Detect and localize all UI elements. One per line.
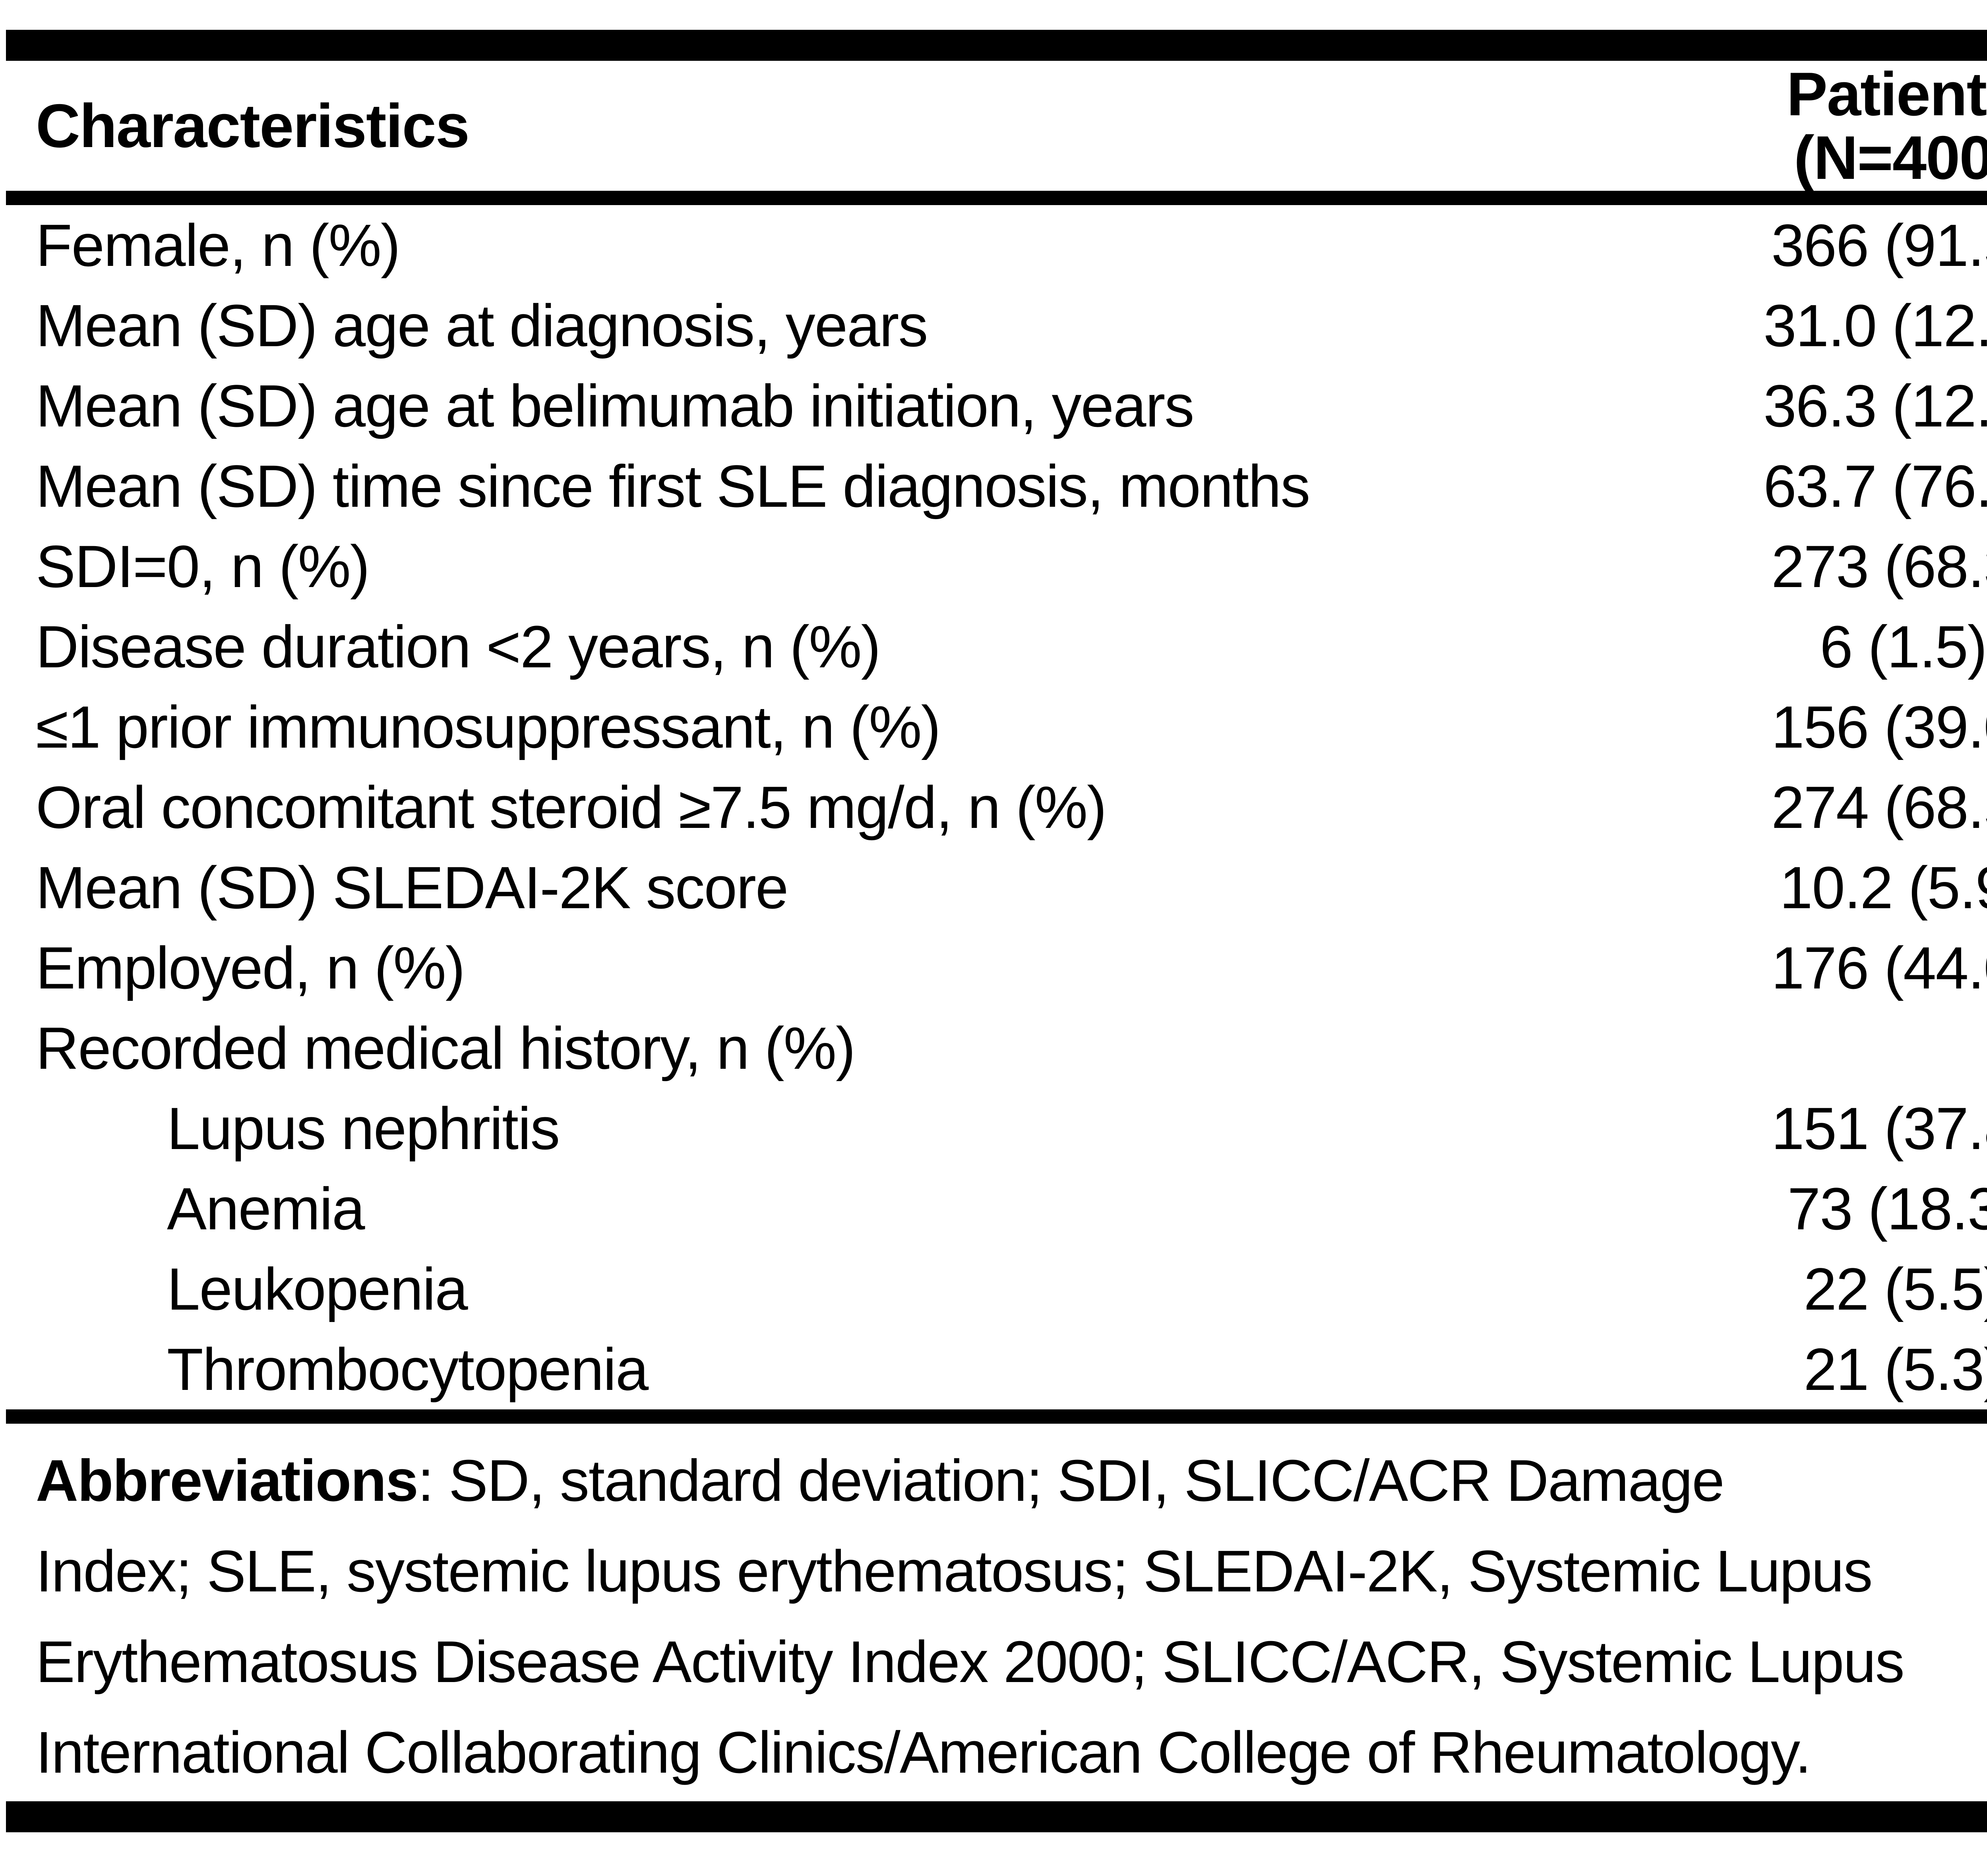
table-row: SDI=0, n (%) 273 (68.3): [0, 526, 1987, 607]
row-value: 36.3 (12.5): [1763, 372, 1987, 439]
footnote-line1-text: : SD, standard deviation; SDI, SLICC/ACR…: [417, 1448, 1725, 1514]
table-header-row: Characteristics Patients (N=400): [0, 61, 1987, 191]
footnote-line: Index; SLE, systemic lupus erythematosus…: [36, 1539, 1873, 1604]
table-row: Mean (SD) SLEDAI-2K score 10.2 (5.9): [0, 847, 1987, 928]
row-value: 6 (1.5): [1820, 613, 1987, 680]
table-row: Disease duration <2 years, n (%) 6 (1.5): [0, 607, 1987, 687]
row-label: Mean (SD) SLEDAI-2K score: [36, 854, 788, 921]
header-patients-line1: Patients: [1786, 59, 1987, 128]
row-value: 273 (68.3): [1771, 533, 1987, 600]
header-patients-line2: (N=400): [1793, 123, 1987, 192]
row-label: Employed, n (%): [36, 934, 465, 1001]
row-value: 21 (5.3): [1803, 1335, 1987, 1403]
paper-table-page: Characteristics Patients (N=400) Female,…: [0, 30, 1987, 1876]
row-label: Oral concomitant steroid ≥7.5 mg/d, n (%…: [36, 773, 1107, 841]
row-value: 151 (37.8): [1771, 1095, 1987, 1162]
row-label: Thrombocytopenia: [167, 1335, 649, 1403]
table-top-rule: [6, 30, 1987, 61]
row-label: Female, n (%): [36, 211, 401, 279]
row-label: SDI=0, n (%): [36, 533, 370, 600]
table-row: Mean (SD) age at belimumab initiation, y…: [0, 366, 1987, 446]
row-value: 366 (91.5): [1771, 211, 1987, 279]
row-value: 274 (68.5): [1771, 773, 1987, 841]
table-row: Oral concomitant steroid ≥7.5 mg/d, n (%…: [0, 767, 1987, 847]
row-value: 73 (18.3): [1787, 1175, 1987, 1242]
footnote-line: Abbreviations: SD, standard deviation; S…: [36, 1436, 1987, 1526]
row-value: 176 (44.0): [1771, 934, 1987, 1001]
row-label: Disease duration <2 years, n (%): [36, 613, 881, 680]
header-characteristics: Characteristics: [36, 91, 470, 160]
abbreviations-footnote: Abbreviations: SD, standard deviation; S…: [36, 1436, 1987, 1798]
table-row: Recorded medical history, n (%): [0, 1008, 1987, 1088]
table-row-sub: Lupus nephritis 151 (37.8): [0, 1088, 1987, 1169]
table-row: Female, n (%) 366 (91.5): [0, 205, 1987, 285]
table-row: Employed, n (%) 176 (44.0): [0, 928, 1987, 1008]
table-row-sub: Anemia 73 (18.3): [0, 1169, 1987, 1249]
footnote-line: International Collaborating Clinics/Amer…: [36, 1720, 1811, 1785]
row-label: Mean (SD) age at diagnosis, years: [36, 292, 928, 359]
table-row: ≤1 prior immunosuppressant, n (%) 156 (3…: [0, 687, 1987, 767]
row-label: Lupus nephritis: [167, 1095, 560, 1162]
row-value: 156 (39.0): [1771, 693, 1987, 760]
footnote-line: Erythematosus Disease Activity Index 200…: [36, 1629, 1905, 1695]
row-value: 63.7 (76.2): [1763, 452, 1987, 519]
row-value: 31.0 (12.7): [1763, 292, 1987, 359]
row-label: Leukopenia: [167, 1255, 468, 1322]
row-label: ≤1 prior immunosuppressant, n (%): [36, 693, 941, 760]
row-label: Mean (SD) time since first SLE diagnosis…: [36, 452, 1310, 519]
table-row-sub: Leukopenia 22 (5.5): [0, 1249, 1987, 1329]
table-row-sub: Thrombocytopenia 21 (5.3): [0, 1329, 1987, 1409]
table-bottom-separator-rule: [6, 1409, 1987, 1424]
table-body: Female, n (%) 366 (91.5) Mean (SD) age a…: [0, 205, 1987, 1409]
abbreviations-label: Abbreviations: [36, 1448, 418, 1514]
row-value: 22 (5.5): [1803, 1255, 1987, 1322]
row-value: 10.2 (5.9): [1779, 854, 1987, 921]
row-label: Mean (SD) age at belimumab initiation, y…: [36, 372, 1194, 439]
table-bottom-rule: [6, 1801, 1987, 1832]
header-separator-rule: [6, 191, 1987, 205]
row-label: Anemia: [167, 1175, 365, 1242]
table-row: Mean (SD) time since first SLE diagnosis…: [0, 446, 1987, 526]
table-row: Mean (SD) age at diagnosis, years 31.0 (…: [0, 285, 1987, 366]
header-patients: Patients (N=400): [1613, 62, 1987, 190]
row-label: Recorded medical history, n (%): [36, 1014, 856, 1081]
